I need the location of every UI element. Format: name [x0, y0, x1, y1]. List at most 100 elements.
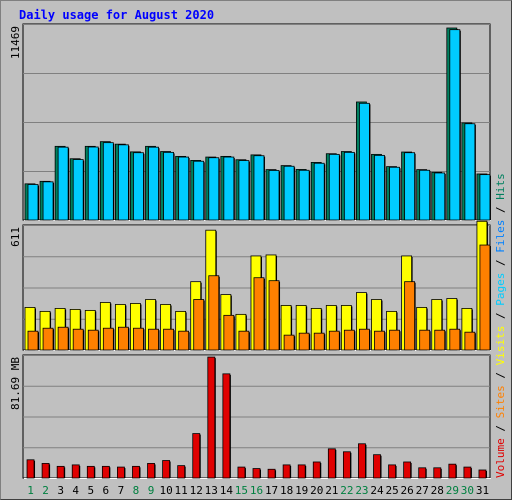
bar-sites-7	[117, 326, 129, 351]
legend-pages: Pages	[494, 273, 507, 306]
panel-hits-files-pages: 11469	[9, 23, 491, 221]
legend-visits: Visits	[494, 326, 507, 366]
x-label-9: 9	[148, 484, 155, 497]
bar-sites-12	[193, 299, 205, 351]
bar-sites-1	[27, 330, 39, 351]
bar-sites-27	[419, 329, 431, 351]
x-axis-labels: 1 2 3 4 5 6 7 8 9 10 11 12 13 14 15 16 17 18 19 20 21 22 23 24 2…	[27, 484, 489, 497]
bar-volume-9	[147, 463, 155, 479]
bar-volume-14	[222, 373, 231, 479]
bar-files-7	[117, 144, 129, 221]
bar-volume-29	[448, 463, 457, 479]
x-label-27: 27	[416, 484, 429, 497]
x-label-7: 7	[118, 484, 125, 497]
bar-sites-24	[374, 330, 385, 351]
bar-files-14	[223, 156, 235, 221]
bar-files-10	[163, 151, 174, 221]
bar-files-13	[208, 157, 220, 221]
x-label-15: 15	[235, 484, 248, 497]
x-label-14: 14	[220, 484, 234, 497]
bar-sites-11	[178, 330, 190, 351]
x-label-23: 23	[355, 484, 368, 497]
bar-sites-10	[163, 328, 174, 351]
bar-volume-24	[373, 454, 381, 479]
bar-files-21	[328, 153, 340, 221]
bar-sites-23	[359, 328, 370, 351]
y-max-label: 81.69 MB	[9, 357, 22, 410]
bar-sites-13	[208, 275, 220, 351]
bar-volume-12	[192, 433, 201, 479]
bar-volume-3	[56, 465, 65, 479]
panel-volume: 81.69 MB	[9, 354, 491, 479]
bar-volume-11	[177, 465, 186, 479]
bar-volume-17	[267, 468, 276, 479]
bar-sites-14	[223, 314, 235, 351]
legend-separator: /	[494, 200, 507, 220]
bar-volume-26	[403, 461, 412, 479]
bar-volume-5	[86, 465, 95, 479]
bar-volume-10	[162, 460, 171, 479]
bar-files-4	[72, 159, 84, 221]
x-label-21: 21	[325, 484, 338, 497]
legend-separator: /	[494, 365, 507, 385]
bar-files-8	[133, 152, 144, 221]
x-label-28: 28	[431, 484, 444, 497]
x-label-25: 25	[385, 484, 398, 497]
bar-sites-28	[434, 329, 446, 351]
bar-volume-22	[342, 451, 351, 479]
bar-volume-2	[41, 463, 50, 479]
x-label-31: 31	[476, 484, 489, 497]
bar-volume-15	[237, 466, 246, 479]
x-label-18: 18	[280, 484, 293, 497]
bar-sites-21	[328, 330, 340, 351]
x-label-6: 6	[103, 484, 110, 497]
bar-volume-13	[207, 356, 216, 479]
bar-sites-17	[268, 280, 280, 351]
bar-files-30	[464, 123, 476, 221]
x-label-24: 24	[370, 484, 384, 497]
bar-volume-8	[132, 465, 140, 479]
bar-volume-18	[282, 464, 291, 479]
x-label-22: 22	[340, 484, 353, 497]
bar-files-24	[374, 154, 385, 221]
bar-volume-1	[26, 459, 35, 479]
bar-files-23	[359, 102, 370, 221]
bar-files-26	[404, 152, 416, 221]
bar-files-19	[298, 169, 310, 221]
bar-files-6	[102, 142, 114, 221]
x-label-5: 5	[87, 484, 94, 497]
x-label-16: 16	[250, 484, 263, 497]
x-label-17: 17	[265, 484, 278, 497]
x-label-26: 26	[401, 484, 414, 497]
bar-files-15	[238, 160, 250, 221]
x-label-4: 4	[72, 484, 79, 497]
bar-files-2	[42, 181, 54, 221]
bar-volume-23	[358, 443, 366, 479]
bar-sites-22	[343, 329, 355, 351]
x-label-10: 10	[159, 484, 172, 497]
bar-files-16	[253, 155, 265, 221]
bar-files-3	[57, 146, 69, 221]
bar-files-11	[178, 156, 190, 221]
x-label-1: 1	[27, 484, 34, 497]
bar-files-5	[87, 146, 99, 221]
bar-volume-31	[478, 469, 487, 479]
bar-files-1	[27, 184, 39, 221]
bar-sites-5	[87, 329, 99, 351]
bar-sites-31	[479, 244, 491, 351]
bar-sites-25	[389, 329, 400, 351]
bar-volume-30	[463, 466, 472, 479]
bar-volume-4	[71, 464, 80, 479]
bar-sites-2	[42, 327, 54, 351]
legend-volume: Volume	[494, 438, 507, 478]
legend-separator: /	[494, 306, 507, 326]
bar-sites-26	[404, 281, 416, 351]
y-max-label: 11469	[9, 26, 22, 59]
y-max-label: 611	[9, 227, 22, 247]
bar-volume-28	[433, 467, 442, 479]
bar-sites-18	[283, 334, 295, 351]
bar-volume-27	[418, 467, 427, 479]
bar-volume-20	[312, 461, 321, 479]
bar-sites-16	[253, 277, 265, 351]
